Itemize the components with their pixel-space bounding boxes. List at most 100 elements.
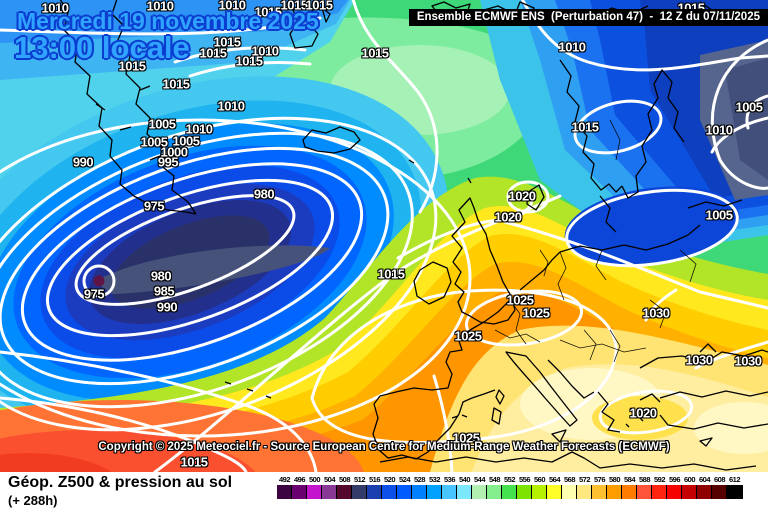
legend-value: 512 [353,475,366,484]
legend-swatch [487,485,501,499]
pressure-label: 1030 [642,305,670,321]
pressure-label: 1030 [685,352,713,368]
pressure-label: 1010 [218,0,246,13]
pressure-label: 1020 [494,209,522,225]
pressure-label: 980 [253,186,275,202]
legend-value: 592 [653,475,666,484]
legend-swatch [397,485,411,499]
legend-swatch [652,485,666,499]
legend-value: 496 [293,475,306,484]
legend-value: 532 [428,475,441,484]
legend-swatch [667,485,681,499]
legend-swatches-row [277,485,743,499]
legend-swatch [292,485,306,499]
legend-swatch [547,485,561,499]
pressure-label: 1005 [172,133,200,149]
legend-swatch [697,485,711,499]
legend-swatch [502,485,516,499]
legend-value: 588 [638,475,651,484]
pressure-label: 1010 [146,0,174,14]
legend-value: 520 [383,475,396,484]
pressure-label: 1010 [705,122,733,138]
low-center-core [93,275,105,287]
legend-value: 548 [488,475,501,484]
legend-values-row: 492 496 500 504 508 512 516 520 524 528 532 536 540 5… [277,475,743,484]
map-canvas: 1010 1010 1010 1015 1015 1015 1015 1015 1010 1015… [0,0,768,472]
legend-value: 612 [728,475,741,484]
country-borders [427,119,697,453]
contour-lines [0,0,768,472]
legend-value: 580 [608,475,621,484]
legend-value: 568 [563,475,576,484]
pressure-label: 1015 [361,45,389,61]
legend-swatch [382,485,396,499]
pressure-label: 1010 [558,39,586,55]
legend-value: 572 [578,475,591,484]
legend-value: 552 [503,475,516,484]
pressure-label: 975 [143,198,165,214]
pressure-label: 980 [150,268,172,284]
pressure-label: 1015 [377,266,405,282]
legend-value: 508 [338,475,351,484]
legend-value: 528 [413,475,426,484]
legend-swatch [562,485,576,499]
legend-swatch [682,485,696,499]
pressure-label: 1020 [629,405,657,421]
legend: 492 496 500 504 508 512 516 520 524 528 532 536 540 5… [277,475,743,499]
pressure-label: 1025 [454,328,482,344]
footer-bar: Géop. Z500 & pression au sol (+ 288h) 49… [0,472,768,512]
legend-swatch [427,485,441,499]
pressure-label: 975 [83,286,105,302]
legend-value: 556 [518,475,531,484]
pressure-label: 1015 [162,76,190,92]
forecast-hour: (+ 288h) [8,493,58,508]
legend-value: 516 [368,475,381,484]
legend-value: 600 [683,475,696,484]
pressure-label: 1025 [452,430,480,446]
pressure-label: 995 [157,154,179,170]
pressure-label: 1005 [148,116,176,132]
pressure-label: 1010 [41,0,69,16]
legend-swatch [607,485,621,499]
legend-swatch [412,485,426,499]
legend-value: 596 [668,475,681,484]
pressure-label: 1000 [160,144,188,160]
legend-value: 540 [458,475,471,484]
legend-value: 608 [713,475,726,484]
pressure-label: 1015 [280,0,308,13]
pressure-label: 1015 [213,34,241,50]
pressure-label: 1025 [506,292,534,308]
chart-title: Géop. Z500 & pression au sol [8,474,233,491]
map-graphic [0,0,768,472]
pressure-label: 990 [72,154,94,170]
legend-value: 584 [623,475,636,484]
legend-value: 536 [443,475,456,484]
legend-swatch [337,485,351,499]
legend-value: 604 [698,475,711,484]
legend-swatch [352,485,366,499]
pressure-label: 1020 [508,188,536,204]
pressure-label: 1015 [118,58,146,74]
legend-value: 560 [533,475,546,484]
legend-value: 492 [278,475,291,484]
legend-swatch [307,485,321,499]
copyright-text: Copyright © 2025 Meteociel.fr - Source E… [98,441,670,453]
pressure-label: 1015 [180,454,208,470]
pressure-label: 1005 [705,207,733,223]
legend-swatch [472,485,486,499]
pressure-label: 1010 [217,98,245,114]
legend-swatch [592,485,606,499]
pressure-label: 990 [156,299,178,315]
legend-value: 500 [308,475,321,484]
time-label: 13:00 locale [14,30,190,65]
pressure-label: 1025 [522,305,550,321]
pressure-label: 1015 [571,119,599,135]
legend-swatch [442,485,456,499]
legend-swatch [277,485,291,499]
legend-swatch [517,485,531,499]
pressure-label: 1005 [735,99,763,115]
model-info-bar: Ensemble ECMWF ENS (Perturbation 47) - 1… [408,9,768,26]
legend-swatch [637,485,651,499]
legend-swatch [532,485,546,499]
